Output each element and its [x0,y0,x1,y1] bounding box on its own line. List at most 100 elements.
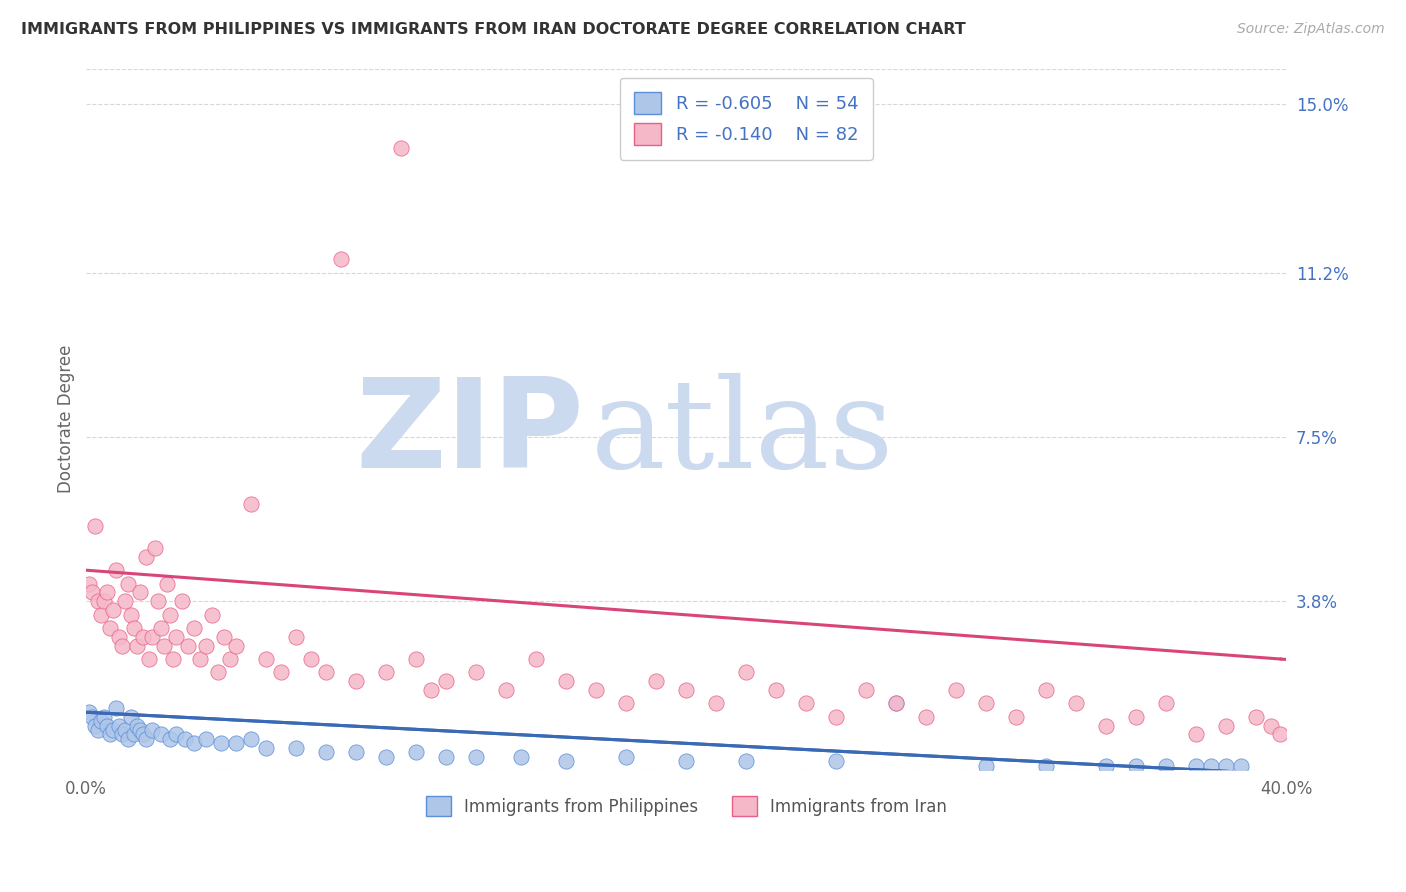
Text: ZIP: ZIP [356,373,585,494]
Point [735,754,758,768]
Point [82,709,104,723]
Point [195,639,218,653]
Point [1215,758,1237,772]
Point [135,549,157,564]
Point [124,727,146,741]
Point [240,731,263,746]
Point [214,630,236,644]
Point [240,497,263,511]
Point [1066,697,1088,711]
Point [976,758,998,772]
Text: Source: ZipAtlas.com: Source: ZipAtlas.com [1237,22,1385,37]
Point [1035,758,1057,772]
Point [127,718,149,732]
Point [1035,683,1057,698]
Point [177,639,200,653]
Point [976,697,998,711]
Point [510,749,533,764]
Point [825,754,848,768]
Point [344,745,367,759]
Point [344,674,367,689]
Point [127,639,149,653]
Point [138,652,160,666]
Point [945,683,967,698]
Point [132,727,155,741]
Point [148,594,170,608]
Point [645,674,668,689]
Point [825,709,848,723]
Point [465,665,488,680]
Text: atlas: atlas [591,373,894,494]
Point [299,652,322,666]
Point [117,576,139,591]
Point [84,518,107,533]
Point [141,630,163,644]
Point [855,683,877,698]
Point [150,621,173,635]
Point [915,709,938,723]
Point [114,723,136,737]
Point [794,697,817,711]
Point [465,749,488,764]
Point [183,736,205,750]
Point [129,723,152,737]
Point [98,727,121,741]
Point [375,665,398,680]
Point [1095,758,1118,772]
Point [174,731,197,746]
Point [188,652,211,666]
Point [254,740,277,755]
Point [120,709,142,723]
Point [120,607,142,622]
Point [165,727,187,741]
Point [420,683,443,698]
Point [614,697,637,711]
Point [165,630,187,644]
Point [495,683,517,698]
Legend: Immigrants from Philippines, Immigrants from Iran: Immigrants from Philippines, Immigrants … [418,788,955,825]
Point [405,652,427,666]
Point [96,585,118,599]
Point [129,585,152,599]
Point [675,754,697,768]
Point [159,731,181,746]
Point [111,727,134,741]
Point [434,674,457,689]
Point [225,736,247,750]
Point [1125,758,1147,772]
Text: IMMIGRANTS FROM PHILIPPINES VS IMMIGRANTS FROM IRAN DOCTORATE DEGREE CORRELATION: IMMIGRANTS FROM PHILIPPINES VS IMMIGRANT… [21,22,966,37]
Point [93,594,115,608]
Point [315,745,337,759]
Point [103,723,125,737]
Point [389,141,412,155]
Point [1125,709,1147,723]
Point [405,745,427,759]
Point [117,731,139,746]
Point [886,697,908,711]
Point [285,740,308,755]
Point [90,714,112,728]
Point [1215,718,1237,732]
Point [150,727,173,741]
Point [93,709,115,723]
Point [201,607,224,622]
Point [162,652,184,666]
Point [105,563,128,577]
Point [183,621,205,635]
Point [1185,727,1208,741]
Point [84,718,107,732]
Point [90,607,112,622]
Point [330,252,353,267]
Point [1260,718,1282,732]
Point [270,665,292,680]
Point [209,736,232,750]
Point [735,665,758,680]
Point [614,749,637,764]
Point [1095,718,1118,732]
Point [111,639,134,653]
Point [524,652,547,666]
Point [135,731,157,746]
Point [141,723,163,737]
Point [79,576,101,591]
Point [1270,727,1292,741]
